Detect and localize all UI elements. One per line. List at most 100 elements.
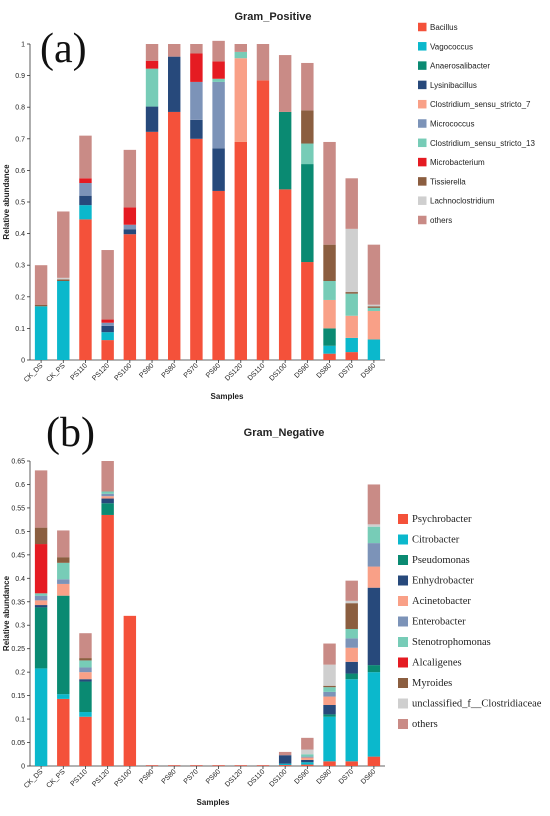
bar-segment — [367, 672, 381, 757]
bar-segment — [367, 587, 381, 666]
bar-segment — [323, 691, 336, 697]
y-tick-label: 0.1 — [15, 326, 25, 333]
x-tick-label: PS120 — [91, 768, 111, 788]
legend-label: Myroides — [412, 678, 452, 689]
bar-segment — [345, 673, 358, 680]
bar-segment — [101, 319, 114, 323]
x-axis-label: Samples — [197, 798, 230, 807]
chart-1: (b) Gram_Negative 0 0.05 0.1 0.15 0.2 0.25 0.3 0.… — [2, 410, 542, 807]
bar-segment — [79, 178, 92, 184]
bar-segment — [367, 307, 381, 312]
bar-segment — [367, 526, 381, 544]
y-tick-label: 1 — [21, 42, 25, 49]
bar-segment — [234, 58, 247, 142]
x-tick-label: PS90 — [138, 362, 155, 379]
x-tick-label: DS120 — [224, 768, 244, 788]
legend-swatch — [398, 514, 408, 524]
x-tick-label: PS100 — [113, 768, 133, 788]
bar-segment — [323, 705, 336, 715]
legend-label: Clostridium_sensu_stricto_13 — [430, 139, 535, 148]
legend-swatch — [398, 698, 408, 709]
bar-segment — [367, 665, 381, 673]
bar-segment — [367, 484, 381, 525]
y-tick-label: 0.4 — [15, 576, 25, 583]
bar-segment — [57, 698, 70, 766]
bar-segment — [212, 190, 225, 360]
bar-segment — [190, 81, 203, 120]
bar-segment — [34, 470, 48, 528]
bar-segment — [345, 293, 358, 316]
x-tick-label: PS60 — [205, 362, 222, 379]
bar-segment — [101, 461, 114, 492]
legend-label: Enhydrobacter — [412, 576, 474, 587]
y-tick-label: 0.8 — [15, 105, 25, 112]
bar-segment — [301, 262, 314, 360]
bar-segment — [301, 164, 314, 263]
bar-segment — [168, 111, 181, 360]
legend-swatch — [418, 61, 427, 70]
x-tick-label: PS70 — [183, 362, 200, 379]
bar-segment — [145, 131, 159, 360]
bar-segment — [34, 595, 48, 601]
bar-segment — [79, 660, 92, 668]
bar-segment — [345, 600, 358, 604]
y-tick-label: 0.35 — [11, 599, 25, 606]
bar-segment — [301, 110, 314, 144]
bar-segment — [101, 332, 114, 341]
bar-segment — [190, 44, 203, 54]
bar-segment — [34, 544, 48, 594]
chart-title: Gram_Negative — [244, 427, 325, 439]
bar-segment — [34, 593, 48, 596]
y-tick-label: 0.3 — [15, 263, 25, 270]
legend-label: Tissierella — [430, 177, 466, 186]
legend-swatch — [398, 534, 408, 545]
legend: Bacillus Vagococcus Anaerosalibacter Lysini… — [418, 22, 535, 225]
bar-segment — [323, 696, 336, 705]
bar-segment — [345, 603, 358, 629]
x-tick-label: PS80 — [161, 362, 178, 379]
bar-segment — [301, 757, 314, 760]
x-tick-label: DS90 — [293, 362, 310, 379]
bar-segment — [323, 141, 336, 245]
bar-segment — [345, 580, 358, 601]
bar-segment — [367, 306, 381, 308]
legend-swatch — [398, 616, 408, 627]
bar-segment — [57, 281, 70, 360]
bar-segment — [123, 149, 137, 208]
x-tick-label: CK_PS — [46, 768, 67, 789]
y-tick-label: 0 — [21, 764, 25, 771]
y-tick-label: 0.5 — [15, 529, 25, 536]
y-tick-label: 0.6 — [15, 482, 25, 489]
legend-label: Lachnoclostridium — [430, 197, 495, 206]
bar-segment — [57, 583, 70, 596]
bar-segment — [145, 106, 159, 132]
x-tick-label: DS110 — [247, 362, 267, 382]
x-tick-label: PS80 — [161, 768, 178, 785]
bar-segment — [256, 80, 270, 360]
bar-segment — [345, 178, 358, 229]
bar-segment — [256, 44, 270, 81]
bar-segment — [278, 765, 292, 766]
x-tick-label: PS70 — [183, 768, 200, 785]
bar-segment — [323, 714, 336, 717]
y-tick-label: 0.1 — [15, 717, 25, 724]
bar-segment — [79, 658, 92, 661]
legend-swatch — [418, 196, 427, 205]
legend-swatch — [398, 575, 408, 586]
bar-segment — [123, 234, 137, 360]
y-tick-label: 0.2 — [15, 294, 25, 301]
bar-segment — [301, 759, 314, 763]
bar-segment — [79, 219, 92, 360]
bar-segment — [323, 328, 336, 346]
bar-segment — [345, 761, 358, 766]
bar-segment — [367, 566, 381, 588]
bar-segment — [234, 51, 247, 59]
bar-segment — [345, 315, 358, 338]
chart-0: (a) Gram_Positive 0 0.1 0.2 0.3 0.4 0.5 0.6 0.7 0.… — [2, 11, 535, 401]
legend-swatch — [418, 157, 427, 167]
bar-segment — [57, 557, 70, 563]
bar-segment — [168, 44, 181, 57]
x-tick-label: CK_PS — [46, 362, 67, 383]
legend-label: Enterobacter — [412, 617, 466, 628]
bar-segment — [123, 615, 137, 766]
